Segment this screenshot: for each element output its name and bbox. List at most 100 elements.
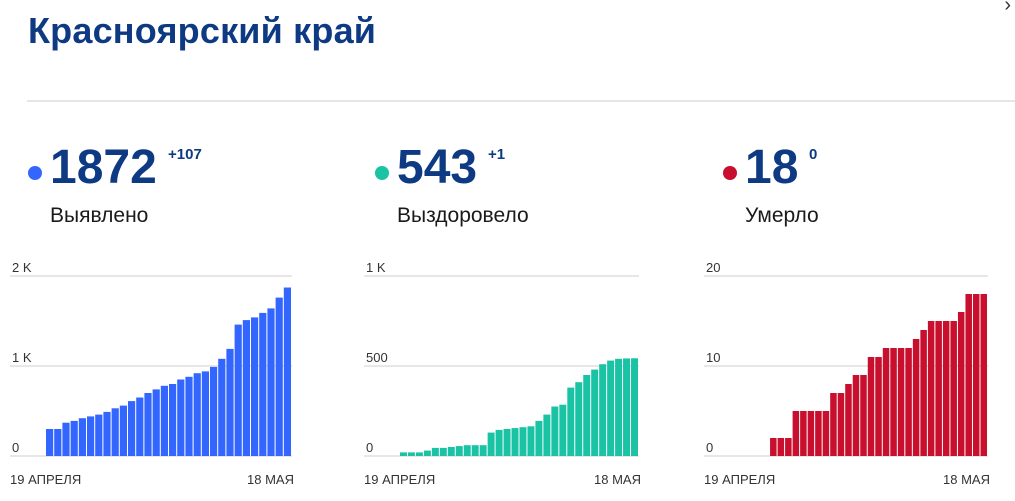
bar [46,429,54,456]
bar [837,393,845,456]
bar [185,376,193,456]
bar [152,389,160,456]
x-tick-label-end: 18 МАЯ [943,472,990,487]
bar [822,411,830,456]
bar [567,387,575,456]
bar [957,312,965,456]
bar [503,429,511,456]
chart-recovered: 0 500 1 K 19 АПРЕЛЯ 18 МАЯ [364,260,641,487]
bar [777,438,785,456]
stat-confirmed: 1872 +107 Выявлено [28,140,328,240]
bar [519,427,527,456]
stat-recovered: 543 +1 Выздоровело [375,140,675,240]
bar [980,294,987,456]
bar [543,414,551,456]
page-title: Красноярский край [28,10,377,51]
x-tick-label-start: 19 АПРЕЛЯ [364,472,435,487]
deaths-dot-icon [723,166,737,180]
bar [471,445,479,456]
bar [860,375,867,456]
bar [792,411,800,456]
bar [95,414,103,456]
bar [927,321,935,456]
recovered-value: 543 [397,141,478,194]
bar [160,385,168,456]
bar [950,321,957,456]
bar [631,358,638,456]
bar [455,446,463,456]
y-tick-label: 2 K [12,260,32,275]
bar [87,416,95,456]
bar [128,401,136,456]
bar [623,358,631,456]
bar [119,405,127,456]
y-tick-label: 0 [12,440,19,455]
recovered-label: Выздоровело [397,204,529,227]
bar [479,445,487,456]
bar [423,450,431,456]
bar [591,369,599,456]
header-divider [27,100,1015,102]
bar [415,452,423,456]
x-tick-label-start: 19 АПРЕЛЯ [10,472,81,487]
bar [210,366,218,456]
bar [575,382,583,456]
y-tick-label: 500 [366,350,388,365]
y-tick-label: 1 K [366,260,386,275]
deaths-label: Умерло [745,204,819,227]
bar [965,294,972,456]
bar [144,393,152,456]
bar [912,339,920,456]
bar [251,317,259,456]
bar [487,432,495,456]
bar [439,447,447,456]
bar [218,358,226,456]
bar [897,348,905,456]
bar [226,348,234,456]
y-tick-label: 0 [366,440,373,455]
bar [815,411,822,456]
bar [527,426,535,456]
x-tick-label-end: 18 МАЯ [247,472,294,487]
bar [169,384,177,456]
bar [407,452,415,456]
bar [447,447,455,456]
bar [905,348,912,456]
bar [920,330,927,456]
bar [972,294,980,456]
bar [201,371,209,456]
bar [785,438,792,456]
y-tick-label: 20 [706,260,720,275]
bar [875,357,882,456]
bar [882,348,890,456]
bar [800,411,807,456]
bar [275,297,283,456]
bar [431,447,439,456]
bar [283,287,291,456]
chevron-right-icon[interactable]: › [1004,0,1011,16]
bar [830,393,837,456]
confirmed-delta: +107 [168,146,202,163]
bar [62,422,70,456]
y-tick-label: 0 [706,440,713,455]
bar [607,360,615,456]
bar [935,321,942,456]
bar [535,420,543,456]
confirmed-label: Выявлено [50,204,149,227]
bar [942,321,950,456]
bar [867,357,875,456]
chart-confirmed: 0 1 K 2 K 19 АПРЕЛЯ 18 МАЯ [10,260,294,487]
deaths-delta: 0 [809,146,818,163]
bar [551,406,559,456]
chart-deaths: 0 10 20 19 АПРЕЛЯ 18 МАЯ [704,260,990,487]
recovered-dot-icon [375,166,389,180]
bar [70,420,78,456]
bar [54,429,62,456]
bar [242,320,250,456]
bar [259,312,267,456]
bar [890,348,897,456]
bar [495,429,503,456]
stat-deaths: 18 0 Умерло [723,140,1003,240]
x-tick-label-start: 19 АПРЕЛЯ [704,472,775,487]
bar [136,397,144,456]
